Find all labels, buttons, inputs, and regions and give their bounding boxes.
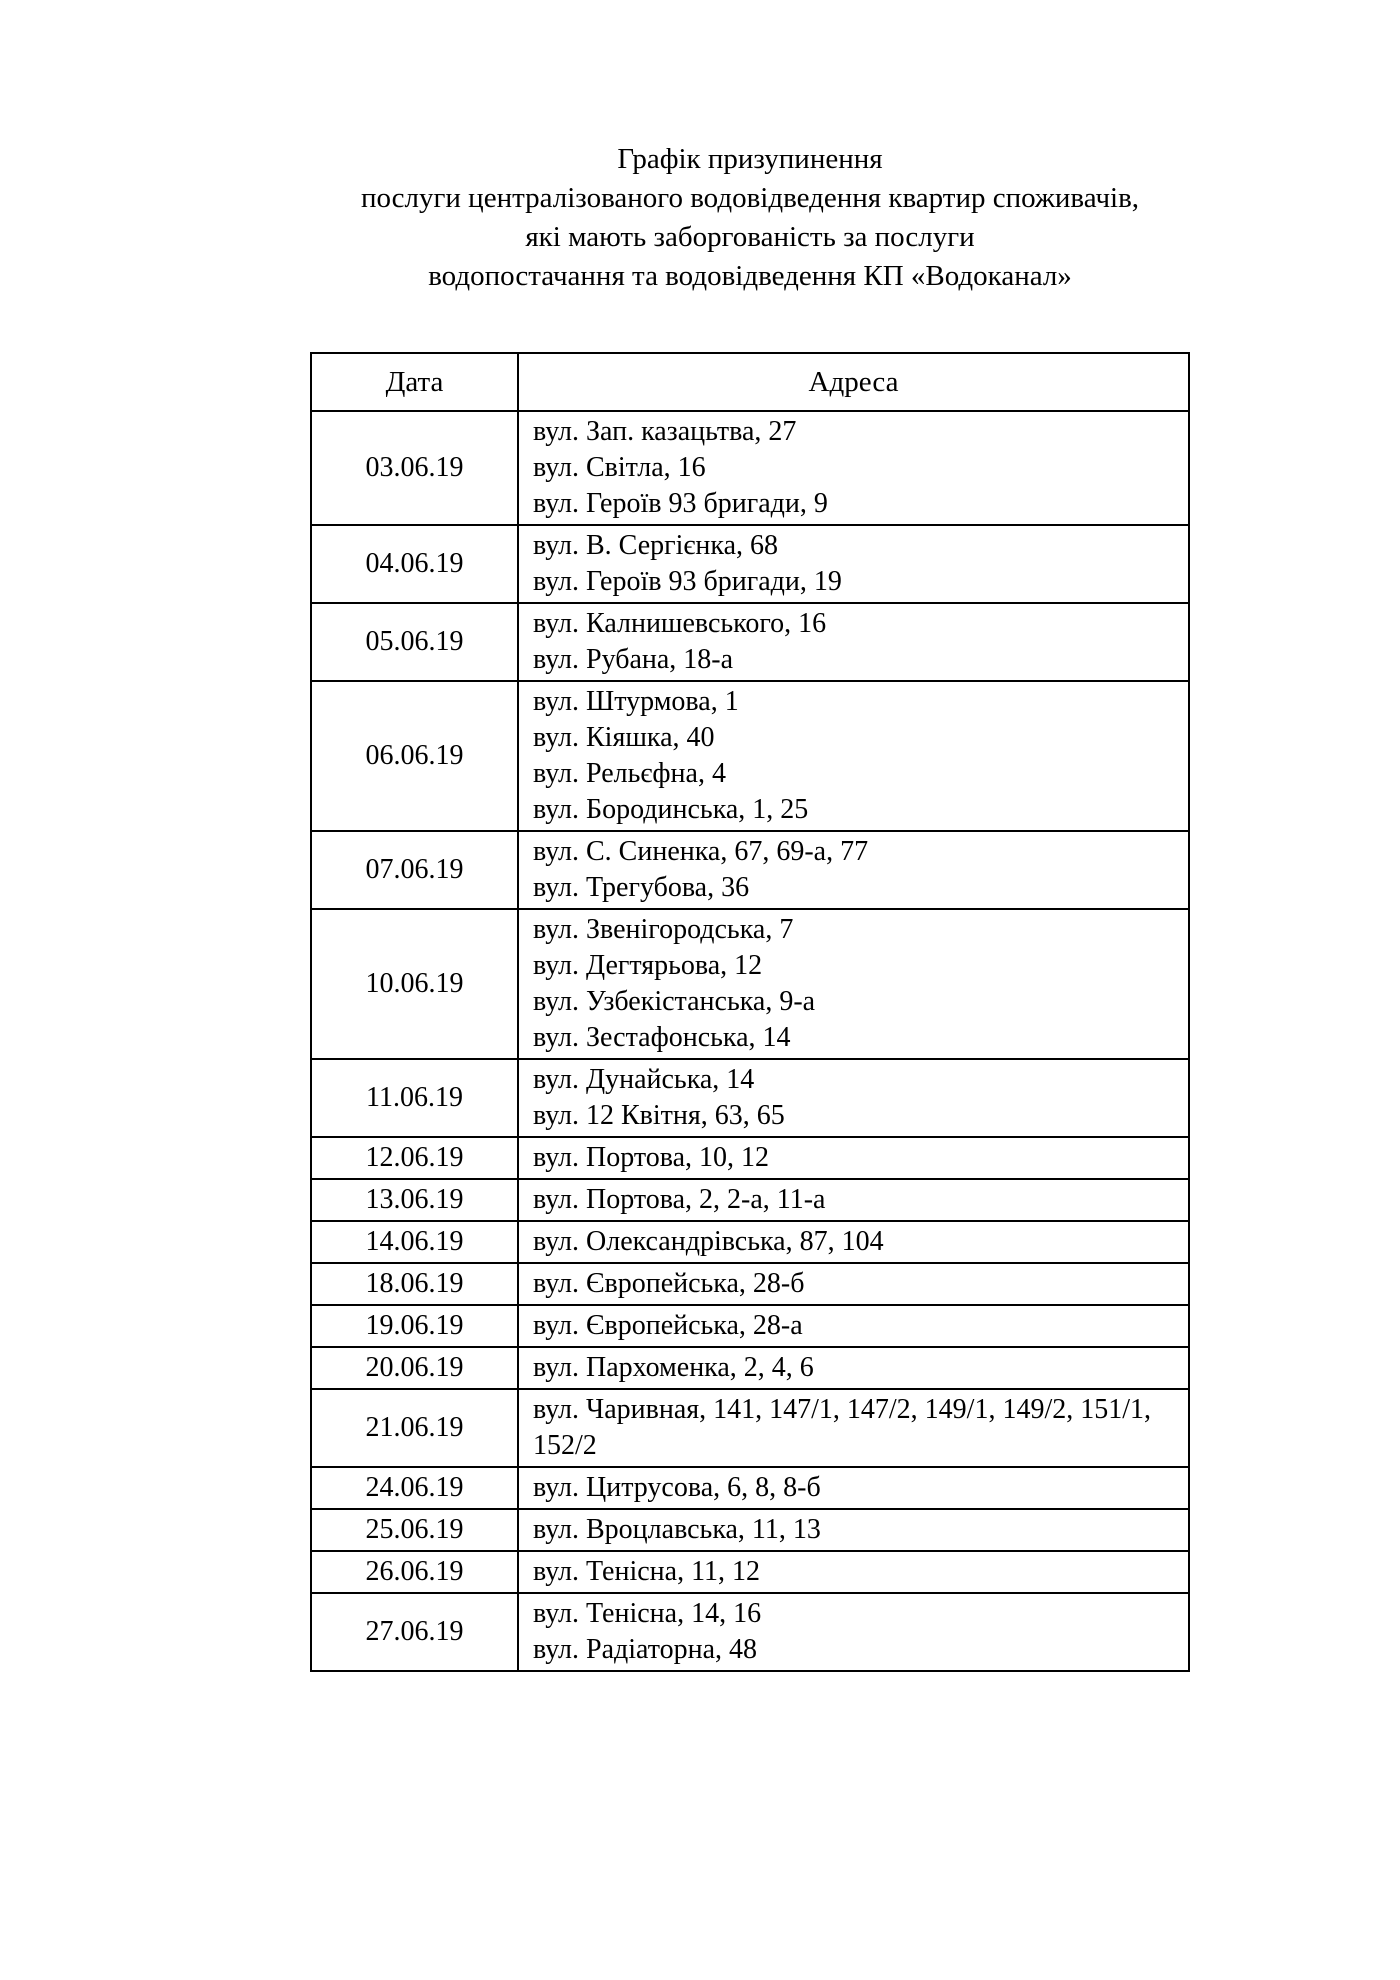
address-line: вул. Портова, 10, 12 xyxy=(533,1142,770,1173)
address-cell: вул. С. Синенка, 67, 69-а, 77 вул. Трегуб… xyxy=(517,830,1190,910)
address-cell: вул. Дунайська, 14 вул. 12 Квітня, 63, 65 xyxy=(517,1058,1190,1138)
table-row: 04.06.19 вул. В. Сергієнка, 68 вул. Герої… xyxy=(310,524,1190,604)
address-cell: вул. Штурмова, 1 вул. Кіяшка, 40 вул. Рель… xyxy=(517,680,1190,832)
address-line: вул. Трегубова, 36 xyxy=(533,872,750,903)
table-row: 03.06.19 вул. Зап. казацьтва, 27 вул. Сві… xyxy=(310,410,1190,526)
date-cell: 26.06.19 xyxy=(310,1550,519,1594)
date-cell: 11.06.19 xyxy=(310,1058,519,1138)
address-line: вул. Цитрусова, 6, 8, 8-б xyxy=(533,1472,821,1503)
table-row: 20.06.19 вул. Пархоменка, 2, 4, 6 xyxy=(310,1346,1190,1390)
address-line: вул. Героїв 93 бригади, 9 xyxy=(533,488,828,519)
title-line-1: Графік призупинення xyxy=(617,143,883,175)
address-cell: вул. Портова, 2, 2-а, 11-а xyxy=(517,1178,1190,1222)
table-row: 26.06.19 вул. Тенісна, 11, 12 xyxy=(310,1550,1190,1594)
address-cell: вул. Калнишевського, 16 вул. Рубана, 18-а xyxy=(517,602,1190,682)
address-line: вул. Олександрівська, 87, 104 xyxy=(533,1226,884,1257)
address-line: вул. Дунайська, 14 xyxy=(533,1064,755,1095)
date-cell: 19.06.19 xyxy=(310,1304,519,1348)
address-line: вул. Пархоменка, 2, 4, 6 xyxy=(533,1352,814,1383)
table-row: 13.06.19 вул. Портова, 2, 2-а, 11-а xyxy=(310,1178,1190,1222)
address-line: вул. Чаривная, 141, 147/1, 147/2, 149/1,… xyxy=(533,1394,1152,1461)
title-line-4: водопостачання та водовідведення КП «Вод… xyxy=(428,260,1072,292)
document-title: Графік призупинення послуги централізова… xyxy=(250,0,1250,296)
title-line-3: які мають заборгованість за послуги xyxy=(525,221,975,253)
address-cell: вул. Тенісна, 11, 12 xyxy=(517,1550,1190,1594)
date-cell: 04.06.19 xyxy=(310,524,519,604)
table-body: 03.06.19 вул. Зап. казацьтва, 27 вул. Сві… xyxy=(310,410,1190,1672)
title-line-2: послуги централізованого водовідведення … xyxy=(360,182,1140,214)
table-header-row: Дата Адреса xyxy=(310,352,1190,412)
column-header-date: Дата xyxy=(310,352,519,412)
table-row: 24.06.19 вул. Цитрусова, 6, 8, 8-б xyxy=(310,1466,1190,1510)
address-line: вул. Рубана, 18-а xyxy=(533,644,734,675)
address-line: вул. Європейська, 28-а xyxy=(533,1310,803,1341)
address-line: вул. Кіяшка, 40 xyxy=(533,722,715,753)
date-cell: 07.06.19 xyxy=(310,830,519,910)
table-row: 25.06.19 вул. Вроцлавська, 11, 13 xyxy=(310,1508,1190,1552)
date-cell: 27.06.19 xyxy=(310,1592,519,1672)
column-header-address: Адреса xyxy=(517,352,1190,412)
date-cell: 25.06.19 xyxy=(310,1508,519,1552)
address-line: вул. Рельєфна, 4 xyxy=(533,758,726,789)
address-cell: вул. Чаривная, 141, 147/1, 147/2, 149/1,… xyxy=(517,1388,1190,1468)
address-cell: вул. Європейська, 28-а xyxy=(517,1304,1190,1348)
address-cell: вул. Європейська, 28-б xyxy=(517,1262,1190,1306)
address-line: вул. Узбекістанська, 9-а xyxy=(533,986,816,1017)
address-line: вул. Європейська, 28-б xyxy=(533,1268,805,1299)
address-line: вул. 12 Квітня, 63, 65 xyxy=(533,1100,785,1131)
suspension-schedule-table: Дата Адреса 03.06.19 вул. Зап. казацьтва… xyxy=(310,352,1190,1672)
date-cell: 03.06.19 xyxy=(310,410,519,526)
table-row: 18.06.19 вул. Європейська, 28-б xyxy=(310,1262,1190,1306)
address-line: вул. Тенісна, 11, 12 xyxy=(533,1556,761,1587)
table-row: 11.06.19 вул. Дунайська, 14 вул. 12 Квітн… xyxy=(310,1058,1190,1138)
address-line: вул. Тенісна, 14, 16 xyxy=(533,1598,762,1629)
address-cell: вул. Зап. казацьтва, 27 вул. Світла, 16 ву… xyxy=(517,410,1190,526)
table-row: 21.06.19 вул. Чаривная, 141, 147/1, 147/… xyxy=(310,1388,1190,1468)
address-cell: вул. Звенігородська, 7 вул. Дегтярьова, 1… xyxy=(517,908,1190,1060)
address-line: вул. Портова, 2, 2-а, 11-а xyxy=(533,1184,826,1215)
address-cell: вул. Пархоменка, 2, 4, 6 xyxy=(517,1346,1190,1390)
date-cell: 20.06.19 xyxy=(310,1346,519,1390)
date-cell: 14.06.19 xyxy=(310,1220,519,1264)
table-row: 10.06.19 вул. Звенігородська, 7 вул. Дегт… xyxy=(310,908,1190,1060)
date-cell: 05.06.19 xyxy=(310,602,519,682)
address-cell: вул. Портова, 10, 12 xyxy=(517,1136,1190,1180)
address-line: вул. Калнишевського, 16 xyxy=(533,608,827,639)
date-cell: 24.06.19 xyxy=(310,1466,519,1510)
date-cell: 18.06.19 xyxy=(310,1262,519,1306)
address-line: вул. Звенігородська, 7 xyxy=(533,914,794,945)
address-cell: вул. Цитрусова, 6, 8, 8-б xyxy=(517,1466,1190,1510)
address-line: вул. Зестафонська, 14 xyxy=(533,1022,791,1053)
table-row: 19.06.19 вул. Європейська, 28-а xyxy=(310,1304,1190,1348)
address-line: вул. Бородинська, 1, 25 xyxy=(533,794,809,825)
address-line: вул. Зап. казацьтва, 27 xyxy=(533,416,797,447)
address-line: вул. С. Синенка, 67, 69-а, 77 xyxy=(533,836,869,867)
date-cell: 10.06.19 xyxy=(310,908,519,1060)
table-row: 05.06.19 вул. Калнишевського, 16 вул. Руб… xyxy=(310,602,1190,682)
address-cell: вул. Вроцлавська, 11, 13 xyxy=(517,1508,1190,1552)
table-row: 06.06.19 вул. Штурмова, 1 вул. Кіяшка, 40… xyxy=(310,680,1190,832)
address-line: вул. Героїв 93 бригади, 19 xyxy=(533,566,842,597)
date-cell: 13.06.19 xyxy=(310,1178,519,1222)
address-cell: вул. В. Сергієнка, 68 вул. Героїв 93 бриг… xyxy=(517,524,1190,604)
address-line: вул. Штурмова, 1 xyxy=(533,686,739,717)
table-row: 12.06.19 вул. Портова, 10, 12 xyxy=(310,1136,1190,1180)
table-row: 07.06.19 вул. С. Синенка, 67, 69-а, 77 ву… xyxy=(310,830,1190,910)
address-line: вул. Вроцлавська, 11, 13 xyxy=(533,1514,821,1545)
date-cell: 06.06.19 xyxy=(310,680,519,832)
address-cell: вул. Олександрівська, 87, 104 xyxy=(517,1220,1190,1264)
address-line: вул. Радіаторна, 48 xyxy=(533,1634,758,1665)
address-cell: вул. Тенісна, 14, 16 вул. Радіаторна, 48 xyxy=(517,1592,1190,1672)
table-row: 14.06.19 вул. Олександрівська, 87, 104 xyxy=(310,1220,1190,1264)
date-cell: 21.06.19 xyxy=(310,1388,519,1468)
table-row: 27.06.19 вул. Тенісна, 14, 16 вул. Радіат… xyxy=(310,1592,1190,1672)
address-line: вул. В. Сергієнка, 68 xyxy=(533,530,778,561)
date-cell: 12.06.19 xyxy=(310,1136,519,1180)
address-line: вул. Дегтярьова, 12 xyxy=(533,950,763,981)
address-line: вул. Світла, 16 xyxy=(533,452,706,483)
